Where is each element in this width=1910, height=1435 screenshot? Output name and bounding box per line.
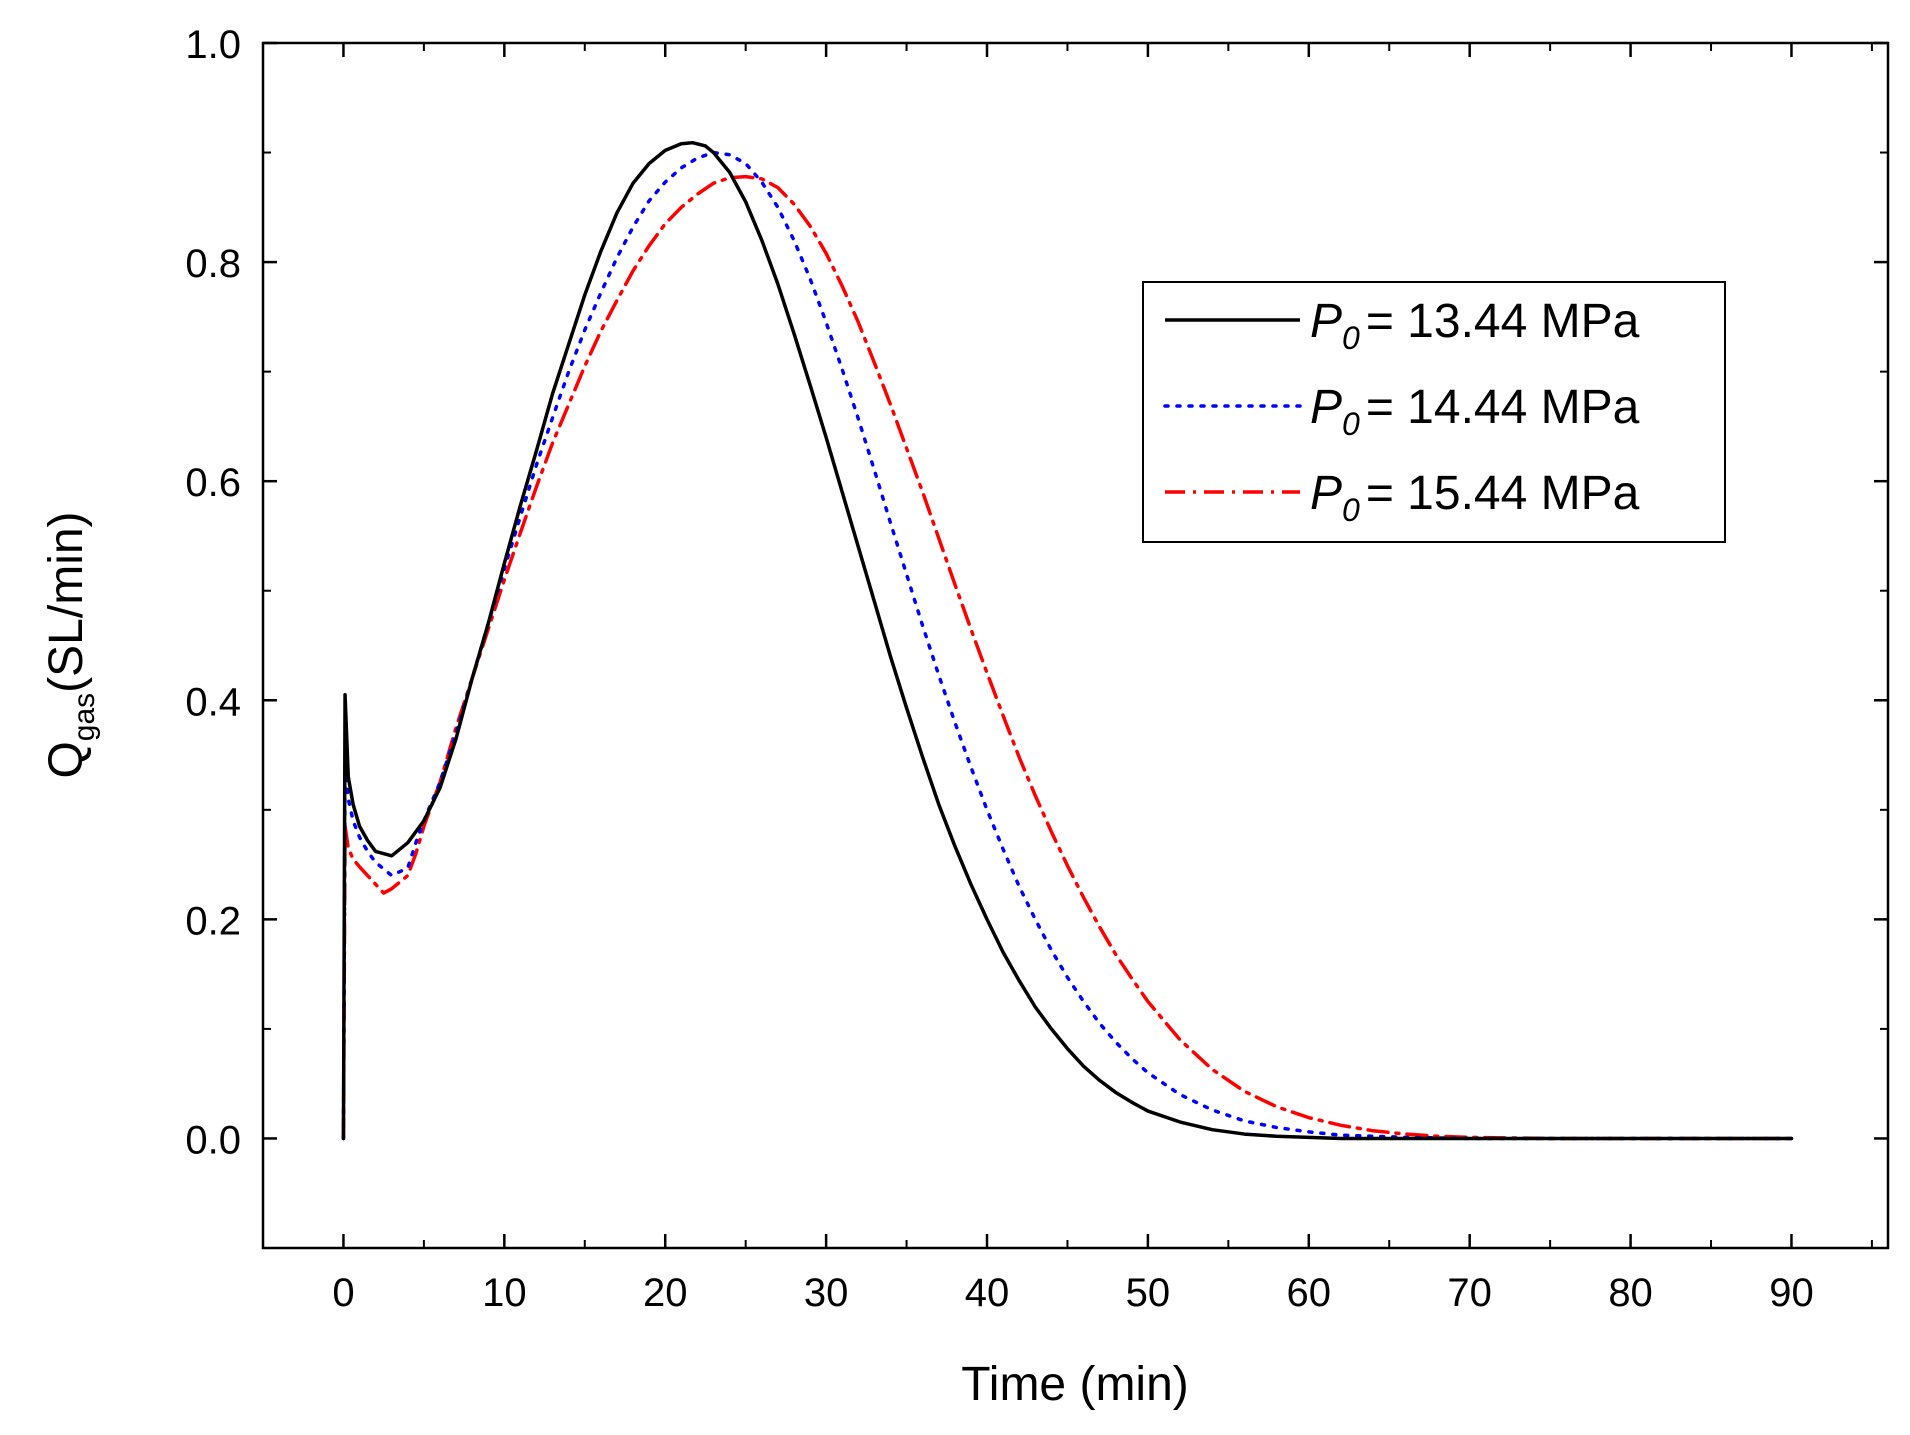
- plot-frame: [261, 41, 1890, 1250]
- series-layer: [341, 140, 1794, 1141]
- y-tick-label: 0.0: [185, 1118, 241, 1162]
- x-tick-label: 40: [965, 1271, 1010, 1315]
- x-tick-label: 30: [804, 1271, 849, 1315]
- x-tick-label: 0: [332, 1271, 354, 1315]
- legend-eq-1: = 13.44 MPa: [1366, 295, 1640, 348]
- legend-eq-3: = 15.44 MPa: [1366, 467, 1640, 520]
- legend-eq-2: = 14.44 MPa: [1366, 381, 1640, 434]
- x-tick-label: 50: [1126, 1271, 1171, 1315]
- y-tick-label: 0.6: [185, 461, 241, 505]
- x-tick-label: 70: [1447, 1271, 1492, 1315]
- y-tick-label: 0.4: [185, 680, 241, 724]
- y-tick-label: 0.8: [185, 242, 241, 286]
- legend: P0 = 13.44 MPa P0 = 14.44 MPa P0 = 15.44 MP…: [1142, 281, 1726, 543]
- x-axis: 0 10 20 30 40 50 60 70 80 90: [332, 43, 1873, 1315]
- y-axis: 0.0 0.2 0.4 0.6 0.8 1.0: [185, 23, 1888, 1162]
- x-tick-label: 10: [482, 1271, 527, 1315]
- y-tick-label: 1.0: [185, 23, 241, 67]
- series-line-1: [341, 140, 1794, 1141]
- y-axis-label-main: Q: [40, 741, 93, 778]
- legend-symbol-1: P: [1310, 295, 1342, 348]
- x-axis-label: Time (min): [961, 1358, 1189, 1411]
- y-axis-label-sub: gas: [68, 693, 101, 741]
- legend-label-2: P0 = 14.44 MPa: [1310, 381, 1640, 442]
- x-tick-label: 90: [1769, 1271, 1814, 1315]
- legend-symbol-3: P: [1310, 467, 1342, 520]
- legend-label-3: P0 = 15.44 MPa: [1310, 467, 1640, 528]
- x-tick-label: 60: [1287, 1271, 1332, 1315]
- y-axis-label-rest: (SL/min): [40, 511, 93, 692]
- legend-subscript-3: 0: [1342, 492, 1360, 528]
- legend-symbol-2: P: [1310, 381, 1342, 434]
- x-tick-label: 20: [643, 1271, 688, 1315]
- legend-box: [1142, 281, 1726, 543]
- legend-subscript-2: 0: [1342, 406, 1360, 442]
- y-axis-label: Qgas(SL/min): [40, 511, 101, 778]
- y-tick-label: 0.2: [185, 899, 241, 943]
- legend-label-1: P0 = 13.44 MPa: [1310, 295, 1640, 356]
- series-line-3: [341, 174, 1794, 1141]
- x-tick-label: 80: [1608, 1271, 1653, 1315]
- legend-subscript-1: 0: [1342, 320, 1360, 356]
